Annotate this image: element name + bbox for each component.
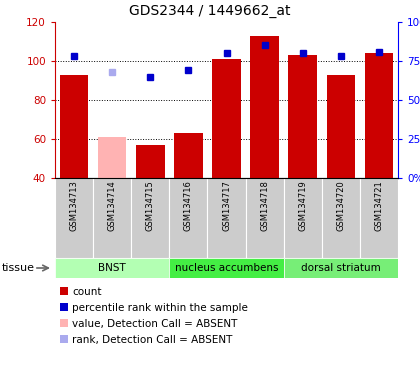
Bar [207,178,246,258]
Text: GSM134717: GSM134717 [222,180,231,231]
Bar [289,55,317,178]
Bar [284,178,322,258]
Text: tissue: tissue [2,263,35,273]
Bar [212,59,241,178]
Text: rank, Detection Call = ABSENT: rank, Detection Call = ABSENT [72,335,232,345]
Text: BNST: BNST [98,263,126,273]
Bar [169,258,284,278]
Text: GDS2344 / 1449662_at: GDS2344 / 1449662_at [129,4,291,18]
Text: GSM134720: GSM134720 [336,180,345,231]
Bar [284,258,398,278]
Text: count: count [72,287,102,297]
Text: dorsal striatum: dorsal striatum [301,263,381,273]
Text: GSM134721: GSM134721 [375,180,383,231]
Text: GSM134714: GSM134714 [108,180,117,231]
Bar [136,145,165,178]
Bar [60,74,88,178]
Bar [326,74,355,178]
Text: GSM134719: GSM134719 [298,180,307,231]
Bar [250,36,279,178]
Text: GSM134718: GSM134718 [260,180,269,231]
Bar [174,133,203,178]
Text: GSM134716: GSM134716 [184,180,193,231]
Bar [169,178,207,258]
Text: GSM134715: GSM134715 [146,180,155,231]
Bar [360,178,398,258]
Bar [322,178,360,258]
Text: nucleus accumbens: nucleus accumbens [175,263,278,273]
Bar [55,178,93,258]
Text: GSM134713: GSM134713 [70,180,79,231]
Text: percentile rank within the sample: percentile rank within the sample [72,303,248,313]
Bar [98,137,126,178]
Bar [131,178,169,258]
Bar [246,178,284,258]
Text: value, Detection Call = ABSENT: value, Detection Call = ABSENT [72,319,237,329]
Bar [365,53,393,178]
Bar [55,258,169,278]
Bar [93,178,131,258]
